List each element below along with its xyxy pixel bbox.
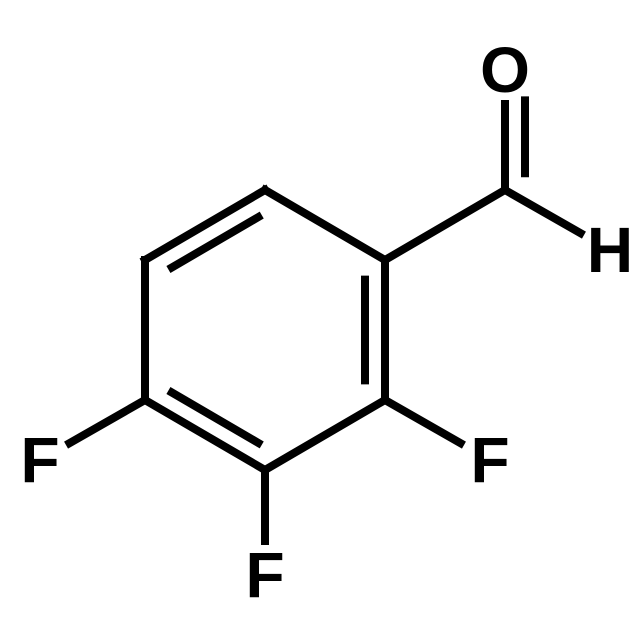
bond-line [70,400,145,443]
atom-label-f: F [20,424,59,496]
atom-label-h: H [587,214,633,286]
bond-line [172,393,258,443]
molecule-diagram: O H F F F [0,0,640,617]
bond-line [385,190,505,260]
atom-label-o: O [480,34,530,106]
bond-line [265,190,385,260]
atom-label-f: F [470,424,509,496]
atom-label-f: F [245,539,284,611]
bond-line [385,400,460,443]
bond-line [265,400,385,470]
bond-line [505,190,580,233]
bond-line [172,217,258,267]
